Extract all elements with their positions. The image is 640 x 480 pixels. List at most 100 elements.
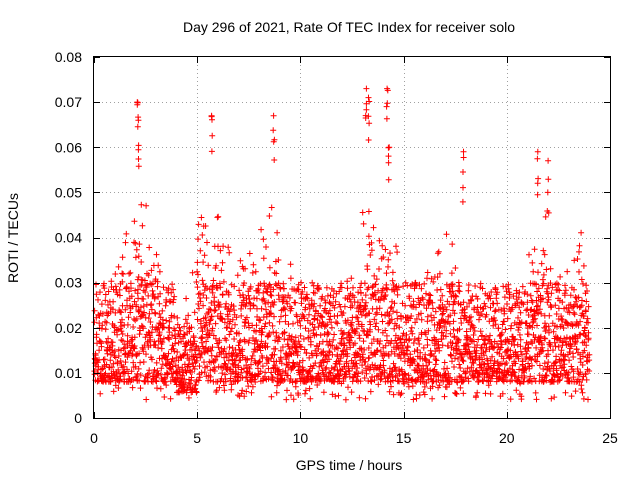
data-point [543, 372, 550, 379]
data-point [122, 239, 129, 246]
data-point [264, 343, 271, 350]
data-point [311, 312, 318, 319]
data-point [513, 387, 520, 394]
data-point [136, 308, 143, 315]
data-point [394, 249, 401, 256]
data-point [585, 329, 592, 336]
data-point [184, 320, 191, 327]
data-point [221, 360, 228, 367]
data-point [563, 334, 570, 341]
data-point [368, 247, 375, 254]
data-point [482, 303, 489, 310]
data-point [409, 281, 416, 288]
data-point [466, 318, 473, 324]
data-point [518, 396, 525, 403]
data-point [541, 335, 548, 342]
data-point [451, 310, 458, 317]
data-point [117, 319, 124, 326]
data-point [386, 311, 393, 317]
data-point [209, 132, 216, 139]
data-point [143, 396, 150, 403]
data-point [223, 300, 230, 307]
data-point [172, 335, 179, 342]
data-point [180, 335, 186, 342]
data-point [118, 309, 125, 316]
data-point [578, 276, 585, 283]
data-point [146, 244, 153, 251]
data-point [268, 292, 275, 299]
data-point [366, 98, 373, 105]
data-point [367, 377, 374, 384]
data-point [386, 388, 393, 395]
data-point [542, 213, 549, 220]
data-point [225, 357, 232, 364]
data-point [299, 288, 306, 295]
data-point [157, 385, 164, 392]
data-point [581, 339, 588, 345]
data-point [231, 283, 238, 290]
data-point [420, 344, 427, 351]
data-point [329, 342, 336, 349]
data-point [439, 329, 445, 336]
data-point [286, 294, 293, 301]
data-point [376, 305, 383, 312]
data-point [582, 308, 589, 315]
data-point [270, 112, 277, 119]
data-point [573, 346, 580, 353]
data-point [271, 299, 278, 305]
data-point [456, 361, 463, 368]
data-point [460, 378, 467, 385]
data-point [351, 294, 358, 301]
data-point [312, 347, 319, 354]
data-point [561, 290, 568, 297]
data-point [552, 302, 559, 309]
data-point [390, 360, 397, 367]
data-point [424, 269, 431, 276]
data-point [342, 396, 349, 403]
data-point [385, 352, 392, 359]
data-point [383, 115, 390, 122]
data-point [405, 383, 412, 390]
data-point [437, 286, 444, 293]
data-point [320, 359, 327, 366]
data-point [578, 386, 585, 392]
data-point [258, 338, 265, 345]
data-point [97, 289, 103, 296]
data-point [323, 284, 330, 291]
data-point [306, 385, 313, 392]
data-point [413, 315, 420, 322]
data-point [282, 306, 289, 313]
data-point [504, 315, 511, 322]
x-tick-label: 5 [193, 430, 201, 446]
data-point [551, 339, 558, 346]
data-point [434, 274, 441, 281]
data-point [564, 268, 571, 275]
data-point [189, 269, 196, 276]
data-point [160, 320, 167, 327]
data-point [242, 265, 249, 272]
data-point [411, 285, 418, 292]
data-point [344, 317, 351, 324]
data-point [288, 392, 294, 399]
data-point [246, 337, 253, 344]
data-point [309, 365, 316, 372]
data-point [205, 262, 212, 269]
data-point [579, 362, 586, 368]
data-point [135, 253, 142, 260]
data-point [337, 355, 344, 362]
data-point [120, 345, 127, 352]
data-point [314, 317, 321, 323]
data-point [369, 361, 376, 368]
data-point [298, 344, 305, 351]
data-point [176, 333, 183, 340]
data-point [434, 250, 441, 257]
data-point [156, 268, 163, 275]
data-point [252, 268, 259, 275]
data-point [295, 286, 302, 293]
data-point [137, 372, 144, 379]
data-point [261, 323, 268, 330]
data-point [174, 349, 181, 355]
data-point [359, 362, 366, 369]
data-point [135, 163, 142, 170]
data-point [426, 291, 433, 298]
